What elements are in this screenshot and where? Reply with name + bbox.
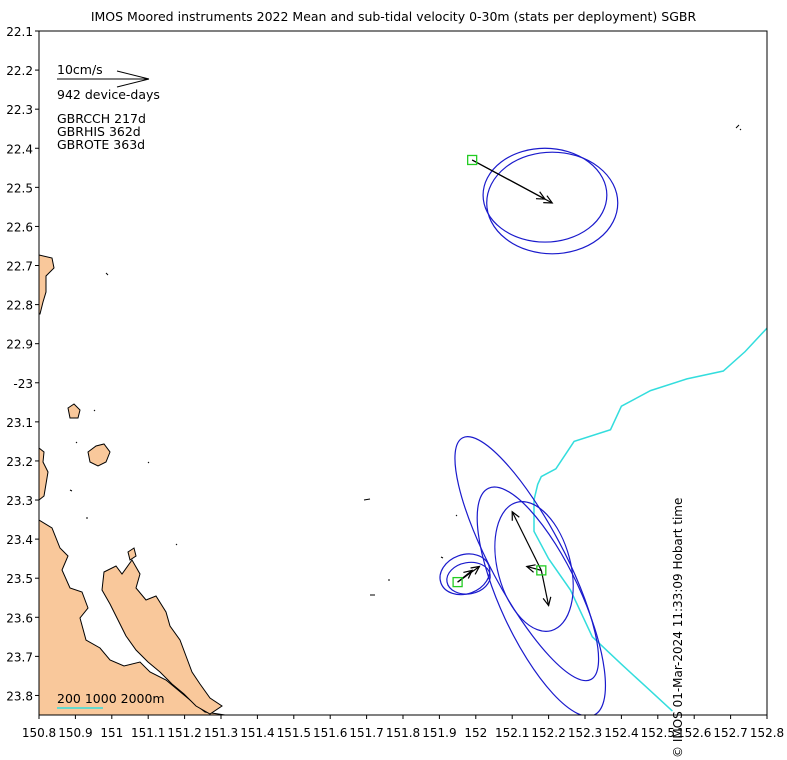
- y-tick-label: 23.2: [6, 455, 33, 469]
- x-tick-label: 151: [100, 726, 123, 740]
- variance-ellipse: [454, 436, 600, 682]
- mainland-central: [39, 447, 49, 501]
- x-tick-label: 151.8: [386, 726, 420, 740]
- y-tick-label: 23.5: [6, 572, 33, 586]
- y-tick-label: 23.3: [6, 494, 33, 508]
- island-west: [67, 403, 81, 419]
- y-tick-label: 23.6: [6, 611, 33, 625]
- variance-ellipse: [486, 151, 619, 255]
- velocity-arrow: [525, 564, 542, 573]
- isobath-2000m: [533, 327, 767, 712]
- velocity-arrow: [471, 159, 547, 200]
- x-tick-label: 151.6: [313, 726, 347, 740]
- y-tick-label: 22.3: [6, 103, 33, 117]
- x-tick-label: 151.1: [131, 726, 165, 740]
- isobath-layer: [533, 327, 767, 712]
- islet: [363, 498, 371, 501]
- coastline: [39, 124, 742, 715]
- x-tick-label: 150.9: [58, 726, 92, 740]
- x-tick-label: 152.1: [495, 726, 529, 740]
- x-tick-label: 151.2: [167, 726, 201, 740]
- x-tick-label: 150.8: [22, 726, 56, 740]
- device-days: 942 device-days: [57, 87, 160, 102]
- y-tick-label: 22.2: [6, 64, 33, 78]
- island-large: [87, 443, 111, 467]
- legend: 10cm/s 942 device-days GBRCCH 217d GBRHI…: [57, 62, 165, 709]
- y-axis: 22.1 22.2 22.3 22.4 22.5 22.6 22.7 22.8 22.9 -23 2…: [6, 25, 39, 703]
- map-plot-area: [39, 31, 767, 715]
- variance-ellipse: [476, 486, 607, 715]
- deployment-2: GBRHIS 362d: [57, 124, 141, 139]
- islet: [735, 124, 742, 131]
- x-tick-label: 151.4: [240, 726, 274, 740]
- velocity-arrow: [457, 569, 474, 583]
- x-tick-label: 152.4: [604, 726, 638, 740]
- arrow-shaft: [511, 511, 542, 571]
- arrow-shaft: [526, 565, 542, 571]
- arrow-shaft: [471, 159, 546, 200]
- deployment-3: GBROTE 363d: [57, 137, 145, 152]
- variance-ellipse: [446, 561, 491, 595]
- variance-ellipse: [482, 147, 608, 243]
- velocity-arrow: [511, 510, 542, 571]
- x-tick-label: 151.9: [422, 726, 456, 740]
- y-tick-label: 22.9: [6, 338, 33, 352]
- arrow-shaft: [457, 569, 473, 583]
- x-tick-label: 152.2: [531, 726, 565, 740]
- arrow-head: [470, 565, 481, 575]
- arrow-head: [525, 564, 536, 573]
- scale-arrow: [57, 70, 150, 88]
- y-tick-label: -23: [13, 377, 33, 391]
- y-tick-label: 22.1: [6, 25, 33, 39]
- mooring-markers: [452, 154, 547, 588]
- islet: [455, 514, 458, 517]
- y-tick-label: 22.6: [6, 220, 33, 234]
- y-tick-label: 23.1: [6, 416, 33, 430]
- arrow-head: [543, 195, 554, 204]
- mooring-marker: [452, 576, 463, 588]
- arrow-head: [542, 596, 552, 607]
- bathymetry-legend: 200 1000 2000m: [57, 691, 165, 706]
- y-tick-label: 22.8: [6, 299, 33, 313]
- deployment-1: GBRCCH 217d: [57, 111, 146, 126]
- map-title: IMOS Moored instruments 2022 Mean and su…: [90, 9, 697, 24]
- x-tick-label: 152.3: [568, 726, 602, 740]
- peninsula: [101, 559, 223, 715]
- islet: [440, 556, 444, 559]
- variance-ellipse: [439, 553, 491, 596]
- arrow-shaft: [540, 570, 550, 606]
- mooring-marker: [536, 565, 547, 576]
- x-tick-label: 151.3: [204, 726, 238, 740]
- y-tick-label: 22.4: [6, 142, 33, 156]
- velocity-arrows: [457, 159, 554, 607]
- variance-ellipse: [494, 501, 574, 632]
- scale-label: 10cm/s: [57, 62, 103, 77]
- island-inner: [127, 547, 137, 561]
- x-tick-label: 151.5: [277, 726, 311, 740]
- y-tick-label: 22.7: [6, 260, 33, 274]
- x-tick-label: 151.7: [349, 726, 383, 740]
- arrow-head: [463, 569, 474, 579]
- arrow-head: [535, 191, 547, 200]
- islet: [69, 409, 178, 546]
- variance-ellipses: [439, 147, 619, 715]
- y-tick-label: 23.8: [6, 689, 33, 703]
- y-tick-label: 23.7: [6, 650, 33, 664]
- x-tick-label: 152: [464, 726, 487, 740]
- credit-text: © IMOS 01-Mar-2024 11:33:09 Hobart time: [671, 497, 685, 758]
- islet: [105, 272, 109, 276]
- arrow-head: [511, 510, 520, 521]
- velocity-arrow: [540, 570, 552, 607]
- x-tick-label: 152.7: [713, 726, 747, 740]
- y-tick-label: 23.4: [6, 533, 33, 547]
- x-tick-label: 152.5: [641, 726, 675, 740]
- mooring-marker: [467, 154, 478, 166]
- x-tick-label: 152.8: [750, 726, 784, 740]
- x-tick-label: 152.6: [677, 726, 711, 740]
- y-tick-label: 22.5: [6, 181, 33, 195]
- x-axis: 150.8 150.9 151 151.1 151.2 151.3 151.4 151.5 15…: [22, 715, 784, 740]
